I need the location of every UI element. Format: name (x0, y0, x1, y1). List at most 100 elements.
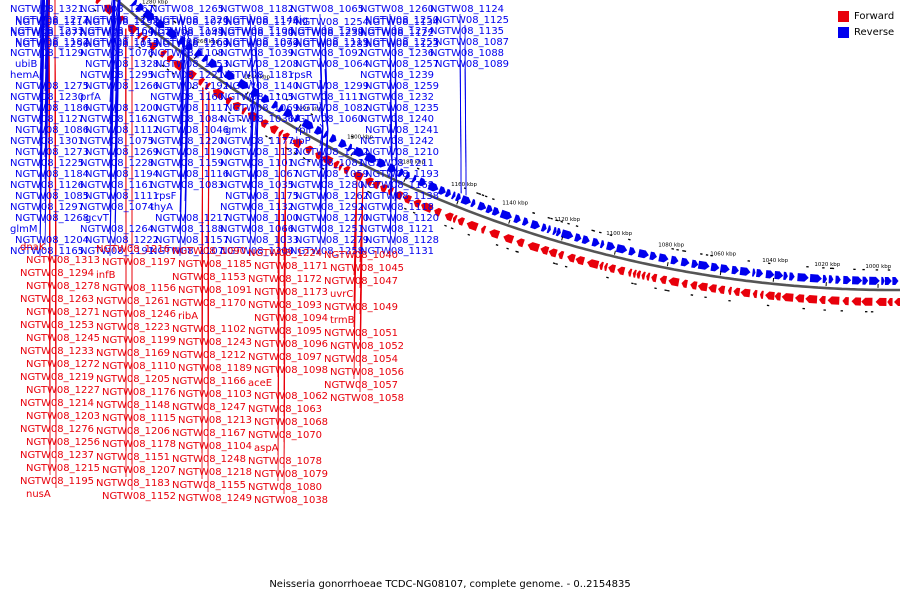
reverse-gene-arrow[interactable] (615, 244, 628, 254)
forward-gene-arrow[interactable] (604, 263, 609, 272)
gene-label[interactable]: NGTW08_1264 (80, 224, 154, 235)
forward-gene-arrow[interactable] (540, 246, 550, 255)
forward-gene-arrow[interactable] (558, 250, 565, 260)
gene-label[interactable]: NGTW08_1163 (155, 37, 229, 48)
gene-label[interactable]: NGTW08_1267 (80, 4, 154, 15)
gene-label[interactable]: NGTW08_1175 (225, 191, 299, 202)
gene-label[interactable]: NGTW08_1183 (96, 478, 170, 489)
gene-label[interactable]: NGTW08_1248 (172, 454, 246, 465)
gene-label[interactable]: NGTW08_1268 (15, 213, 89, 224)
gene-label[interactable]: NGTW08_1290 (290, 26, 364, 37)
reverse-gene-arrow[interactable] (301, 118, 314, 130)
reverse-gene-arrow[interactable] (869, 276, 880, 285)
gene-label[interactable]: NGTW08_1182 (220, 4, 294, 15)
gene-label[interactable]: NGTW08_1155 (172, 480, 246, 491)
reverse-gene-arrow[interactable] (364, 152, 377, 164)
gene-label[interactable]: NGTW08_1035 (220, 180, 294, 191)
forward-gene-arrow[interactable] (740, 288, 751, 298)
forward-gene-arrow[interactable] (232, 101, 242, 111)
gene-label[interactable]: NGTW08_1067 (225, 169, 299, 180)
forward-gene-arrow[interactable] (781, 293, 794, 302)
forward-gene-arrow[interactable] (205, 82, 212, 91)
gene-label[interactable]: NGTW08_1090 (172, 246, 246, 257)
gene-label[interactable]: rpsF (155, 191, 177, 202)
forward-gene-arrow[interactable] (728, 286, 732, 295)
gene-label[interactable]: prfA (80, 92, 101, 103)
gene-label[interactable]: NGTW08_1237 (20, 450, 94, 461)
reverse-gene-arrow[interactable] (739, 267, 751, 276)
reverse-gene-arrow[interactable] (599, 240, 605, 249)
forward-gene-arrow[interactable] (599, 261, 604, 270)
gene-label[interactable]: NGTW08_1153 (172, 272, 246, 283)
gene-label[interactable]: NGTW08_1066 (220, 224, 294, 235)
reverse-gene-arrow[interactable] (530, 220, 540, 230)
forward-gene-arrow[interactable] (457, 217, 465, 226)
gene-label[interactable]: ribA (178, 311, 198, 322)
gene-label[interactable]: NGTW08_1186 (15, 103, 89, 114)
forward-gene-arrow[interactable] (628, 268, 633, 277)
gene-label[interactable]: NGTW08_1205 (96, 374, 170, 385)
forward-gene-arrow[interactable] (269, 125, 279, 135)
gene-label[interactable]: NGTW08_1197 (102, 257, 176, 268)
forward-gene-arrow[interactable] (690, 281, 698, 290)
gene-label[interactable]: NGTW08_1228 (80, 158, 154, 169)
gene-label[interactable]: NGTW08_1206 (96, 426, 170, 437)
gene-label[interactable]: NGTW08_1223 (96, 322, 170, 333)
gene-label[interactable]: NGTW08_1280 (290, 180, 364, 191)
gene-label[interactable]: NGTW08_1187 (15, 37, 89, 48)
gene-label[interactable]: NGTW08_1194 (85, 169, 159, 180)
reverse-gene-arrow[interactable] (485, 204, 493, 214)
gene-label[interactable]: NGTW08_1055 (85, 39, 159, 50)
gene-label[interactable]: NGTW08_1068 (254, 417, 328, 428)
reverse-gene-arrow[interactable] (670, 255, 679, 265)
reverse-gene-arrow[interactable] (313, 125, 323, 135)
forward-gene-arrow[interactable] (333, 160, 340, 169)
gene-label[interactable]: NGTW08_1172 (248, 274, 322, 285)
gene-label[interactable]: NGTW08_1193 (365, 169, 439, 180)
gene-label[interactable]: NGTW08_1082 (295, 103, 369, 114)
gene-label[interactable]: NGTW08_1185 (178, 259, 252, 270)
gene-label[interactable]: NGTW08_1169 (96, 348, 170, 359)
gene-label[interactable]: NGTW08_1174 (225, 17, 299, 28)
gene-label[interactable]: NGTW08_1162 (80, 114, 154, 125)
gene-label[interactable]: NGTW08_1262 (295, 191, 369, 202)
gene-label[interactable]: NGTW08_1095 (248, 326, 322, 337)
forward-gene-arrow[interactable] (503, 234, 515, 244)
reverse-gene-arrow[interactable] (271, 100, 278, 109)
gene-label[interactable]: NGTW08_1065 (290, 4, 364, 15)
gene-label[interactable]: NGTW08_1221 (150, 70, 224, 81)
gene-label[interactable]: NGTW08_1219 (20, 372, 94, 383)
reverse-gene-arrow[interactable] (328, 134, 337, 143)
gene-label[interactable]: NGTW08_1101 (220, 158, 294, 169)
forward-gene-arrow[interactable] (894, 298, 900, 306)
gene-label[interactable]: NGTW08_1256 (26, 437, 100, 448)
gene-label[interactable]: NGTW08_1079 (254, 469, 328, 480)
gene-label[interactable]: nusA (26, 489, 51, 500)
gene-label[interactable]: NGTW08_1070 (248, 430, 322, 441)
gene-label[interactable]: NGTW08_1266 (85, 81, 159, 92)
forward-gene-arrow[interactable] (587, 259, 600, 269)
gene-label[interactable]: NGTW08_1235 (365, 103, 439, 114)
gene-label[interactable]: NGTW08_1242 (360, 136, 434, 147)
gene-label[interactable]: NGTW08_1204 (15, 235, 89, 246)
reverse-gene-arrow[interactable] (822, 274, 827, 283)
gene-label[interactable]: NGTW08_1081 (290, 158, 364, 169)
gene-label[interactable]: NGTW08_1052 (330, 341, 404, 352)
gene-label[interactable]: NGTW08_1128 (365, 235, 439, 246)
gene-label[interactable]: NGTW08_1045 (330, 263, 404, 274)
gene-label[interactable]: NGTW08_1130 (220, 28, 294, 39)
gene-label[interactable]: NGTW08_1072 (225, 37, 299, 48)
forward-gene-arrow[interactable] (641, 271, 646, 280)
reverse-gene-arrow[interactable] (710, 262, 720, 272)
gene-label[interactable]: NGTW08_1198 (150, 26, 224, 37)
reverse-gene-arrow[interactable] (752, 268, 756, 277)
gene-label[interactable]: NGTW08_1236 (360, 48, 434, 59)
gene-label[interactable]: NGTW08_1207 (102, 465, 176, 476)
gene-label[interactable]: NGTW08_1178 (102, 439, 176, 450)
reverse-gene-arrow[interactable] (135, 3, 143, 12)
gene-label[interactable]: NGTW08_1129 (10, 48, 84, 59)
forward-gene-arrow[interactable] (548, 248, 558, 258)
gene-label[interactable]: NGTW08_1094 (254, 313, 328, 324)
gene-label[interactable]: NGTW08_1279 (295, 235, 369, 246)
gene-label[interactable]: NGTW08_1246 (102, 309, 176, 320)
